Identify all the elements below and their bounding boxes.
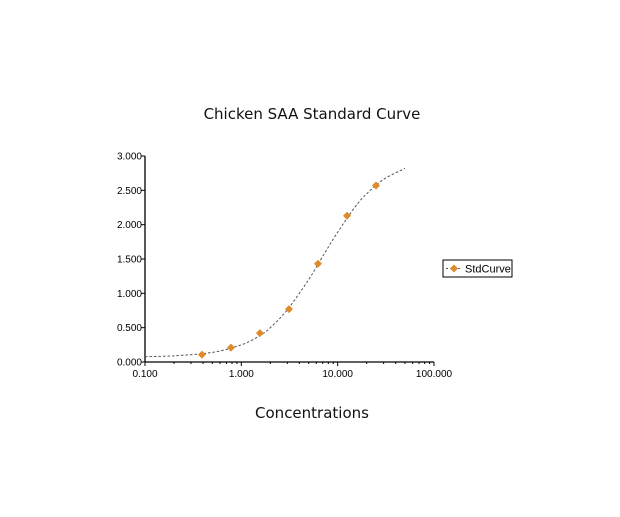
data-point <box>314 259 323 268</box>
x-tick-label: 1.000 <box>229 369 254 380</box>
fit-curve-group <box>144 167 406 358</box>
chart-title: Chicken SAA Standard Curve <box>204 105 421 123</box>
y-tick-label: 2.500 <box>117 186 142 197</box>
legend-box <box>442 259 513 278</box>
x-tick-label: 0.100 <box>132 369 157 380</box>
data-point <box>285 305 294 314</box>
axes: 0.000 0.500 1.000 1.500 2.000 2.500 3.000 0.100… <box>117 152 453 381</box>
fit-curve-line <box>144 167 406 358</box>
y-tick-label: 2.000 <box>117 220 142 231</box>
x-tick-label: 10.000 <box>322 369 353 380</box>
data-point <box>226 343 235 352</box>
y-tick-label: 1.000 <box>117 289 142 300</box>
y-tick-label: 1.500 <box>117 255 142 266</box>
x-axis-label: Concentrations <box>255 404 369 422</box>
y-tick-label: 0.500 <box>117 323 142 334</box>
y-tick-label: 3.000 <box>117 152 142 163</box>
data-point <box>197 350 206 359</box>
data-point <box>255 329 264 338</box>
legend-label: StdCurve <box>465 264 511 276</box>
y-tick-label: 0.000 <box>117 358 142 369</box>
legend-marker-diamond-icon <box>450 264 458 273</box>
x-tick-label: 100.000 <box>416 369 453 380</box>
legend: StdCurve <box>442 259 513 278</box>
data-point <box>343 211 352 220</box>
data-point <box>372 181 381 190</box>
data-points <box>197 181 381 359</box>
